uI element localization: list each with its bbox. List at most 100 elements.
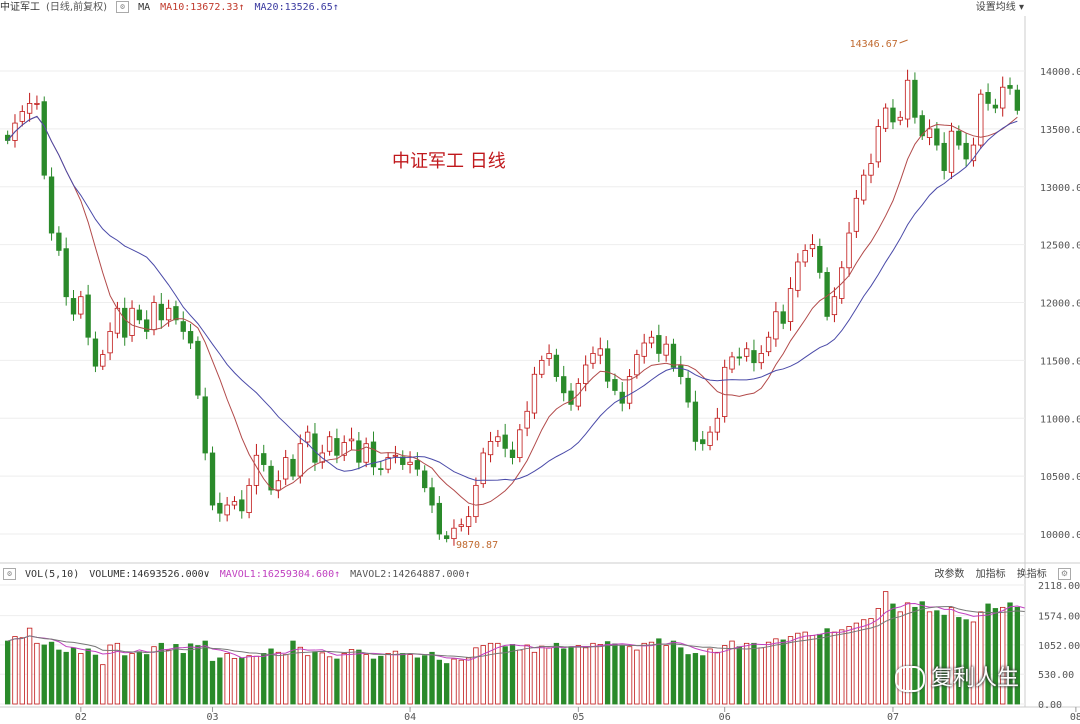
volume-bar bbox=[370, 658, 377, 705]
mavol1-line bbox=[7, 603, 1025, 661]
volume-bar bbox=[787, 636, 794, 705]
x-tick-label: 06 bbox=[719, 712, 731, 723]
vol-label: VOL(5,10) bbox=[25, 569, 80, 580]
volume-bar bbox=[4, 640, 11, 705]
price-tick-label: 13500.0 bbox=[1040, 125, 1080, 136]
price-tick-label: 11500.0 bbox=[1040, 356, 1080, 367]
candle-body bbox=[495, 436, 501, 442]
add-indicator-button[interactable]: 加指标 bbox=[975, 569, 1006, 580]
candle-body bbox=[773, 311, 779, 340]
volume-bar bbox=[736, 646, 742, 705]
volume-bar bbox=[956, 617, 962, 705]
volume-bar bbox=[773, 638, 779, 705]
switch-indicator-button[interactable]: 换指标 bbox=[1016, 569, 1047, 580]
volume-bar bbox=[531, 651, 538, 705]
candle-body bbox=[173, 306, 179, 321]
candle-body bbox=[451, 527, 457, 540]
candle-body bbox=[261, 453, 267, 465]
volume-bar bbox=[714, 651, 721, 705]
max-price-pointer bbox=[899, 39, 908, 44]
volume-bar bbox=[114, 642, 121, 705]
candle-body bbox=[765, 336, 772, 353]
volume-bar bbox=[700, 655, 706, 705]
volume-bar bbox=[765, 641, 772, 705]
volume-bar bbox=[12, 636, 18, 705]
x-tick-label: 07 bbox=[887, 712, 899, 723]
max-price-label: 14346.67 bbox=[850, 39, 898, 50]
candle-body bbox=[729, 356, 735, 370]
candle-body bbox=[670, 343, 677, 368]
candle-body bbox=[122, 307, 128, 338]
min-price-label: 9870.87 bbox=[456, 540, 498, 551]
volume-bar bbox=[392, 650, 399, 705]
volume-bar bbox=[429, 651, 435, 705]
candle-body bbox=[487, 440, 494, 456]
candle-body bbox=[919, 115, 925, 137]
volume-bar bbox=[195, 645, 201, 705]
volume-bar bbox=[348, 649, 355, 705]
volume-bar bbox=[180, 653, 186, 705]
volume-bar bbox=[824, 628, 830, 705]
volume-bar bbox=[978, 611, 984, 705]
candle-body bbox=[853, 197, 860, 232]
volume-bar bbox=[107, 644, 113, 705]
volume-bar bbox=[268, 648, 274, 705]
candle-body bbox=[941, 142, 947, 171]
candle-body bbox=[626, 376, 633, 404]
volume-bar bbox=[217, 657, 223, 705]
candle-body bbox=[334, 438, 340, 456]
candle-body bbox=[239, 499, 245, 512]
candle-body bbox=[370, 441, 377, 468]
candle-body bbox=[26, 103, 33, 114]
volume-bar bbox=[1000, 606, 1006, 705]
volume-bar bbox=[685, 654, 691, 705]
candle-body bbox=[70, 298, 77, 315]
candle-body bbox=[202, 396, 208, 454]
chart-annotation: 中证军工 日线 bbox=[392, 151, 506, 172]
volume-tick-label: 530.00 bbox=[1038, 670, 1074, 681]
volume-bar bbox=[480, 645, 486, 705]
volume-value: VOLUME:14693526.000 bbox=[89, 569, 204, 580]
volume-bar bbox=[253, 655, 260, 705]
ma10-arrow-icon: ↑ bbox=[238, 2, 245, 13]
volume-bar bbox=[802, 631, 808, 705]
volume-bar bbox=[443, 663, 450, 705]
candle-body bbox=[692, 401, 699, 442]
candle-body bbox=[904, 79, 911, 120]
volume-bar bbox=[648, 641, 655, 705]
candle-body bbox=[619, 391, 625, 404]
candle-body bbox=[846, 232, 852, 269]
gear-icon[interactable]: ⚙ bbox=[116, 1, 130, 13]
candle-body bbox=[392, 454, 399, 457]
candle-body bbox=[890, 107, 896, 123]
settings-ma-button[interactable]: 设置均线 ▾ bbox=[975, 2, 1024, 13]
volume-bar bbox=[151, 646, 157, 705]
candle-body bbox=[663, 343, 669, 356]
candle-body bbox=[356, 440, 362, 463]
volume-bar bbox=[261, 653, 267, 705]
volume-bar bbox=[546, 647, 552, 705]
candle-body bbox=[736, 356, 742, 359]
candle-body bbox=[48, 176, 55, 234]
candle-body bbox=[934, 128, 940, 146]
volume-bar bbox=[502, 646, 508, 705]
x-tick-label: 08 bbox=[1070, 712, 1080, 723]
price-tick-label: 14000.0 bbox=[1040, 67, 1080, 78]
change-params-button[interactable]: 改参数 bbox=[934, 569, 965, 580]
volume-bar bbox=[853, 622, 860, 705]
gear-icon[interactable]: ⚙ bbox=[1058, 568, 1071, 580]
price-tick-label: 12000.0 bbox=[1040, 299, 1080, 310]
candle-body bbox=[407, 461, 413, 465]
volume-bar bbox=[612, 643, 618, 705]
volume-bar bbox=[85, 648, 91, 705]
x-tick-label: 04 bbox=[404, 712, 416, 723]
volume-bar bbox=[334, 658, 340, 705]
volume-bar bbox=[56, 649, 62, 705]
volume-bar bbox=[817, 633, 823, 705]
volume-bar bbox=[809, 635, 816, 705]
candle-body bbox=[714, 417, 721, 433]
candle-body bbox=[458, 524, 464, 527]
gear-icon[interactable]: ⚙ bbox=[3, 568, 16, 580]
volume-bar bbox=[209, 660, 216, 705]
